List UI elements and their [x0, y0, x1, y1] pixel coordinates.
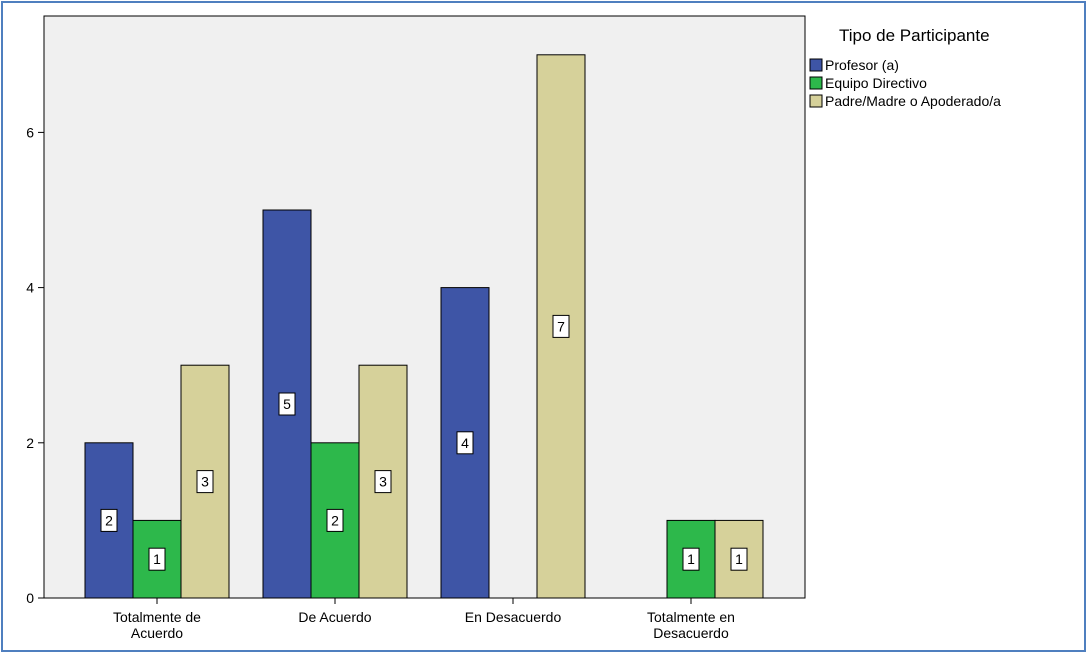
data-label-box	[730, 547, 748, 571]
y-tick-label: 6	[26, 124, 34, 140]
data-label: 3	[379, 474, 387, 490]
legend-title: Tipo de Participante	[839, 26, 990, 45]
y-tick-label: 4	[26, 280, 34, 296]
legend-swatch	[809, 76, 823, 90]
x-tick-label: Totalmente en Desacuerdo	[647, 609, 735, 641]
data-label: 7	[557, 318, 565, 334]
data-label: 1	[735, 551, 743, 567]
data-label-box	[326, 508, 344, 532]
data-label-box	[196, 470, 214, 494]
legend-label: Equipo Directivo	[825, 75, 927, 91]
y-tick-label: 2	[26, 435, 34, 451]
data-label: 2	[105, 512, 113, 528]
legend-swatch	[809, 58, 823, 72]
legend-label: Padre/Madre o Apoderado/a	[825, 93, 1001, 109]
legend-label: Profesor (a)	[825, 57, 899, 73]
x-tick-label: De Acuerdo	[298, 609, 371, 625]
data-labels: 2 1 3 5 2 3 4 7 1 1	[100, 314, 748, 571]
data-label: 5	[283, 396, 291, 412]
data-label: 4	[461, 435, 469, 451]
data-label: 1	[153, 551, 161, 567]
data-label-box	[278, 392, 296, 416]
x-tick-label: En Desacuerdo	[465, 609, 562, 625]
legend: Tipo de Participante Profesor (a) Equipo …	[809, 26, 1001, 109]
data-label-box	[374, 470, 392, 494]
plot-area	[43, 15, 806, 599]
legend-swatch	[809, 94, 823, 108]
data-label-box	[552, 314, 570, 338]
data-label-box	[456, 431, 474, 455]
x-tick-label: Totalmente de Acuerdo	[113, 609, 201, 641]
data-label: 1	[687, 551, 695, 567]
data-label-box	[682, 547, 700, 571]
data-label-box	[100, 508, 118, 532]
data-label: 2	[331, 512, 339, 528]
x-axis: Totalmente de Acuerdo De Acuerdo En Desacue…	[44, 597, 805, 641]
data-label-box	[148, 547, 166, 571]
y-axis: 0 2 4 6	[26, 16, 45, 606]
data-label: 3	[201, 474, 209, 490]
y-tick-label: 0	[26, 590, 34, 606]
